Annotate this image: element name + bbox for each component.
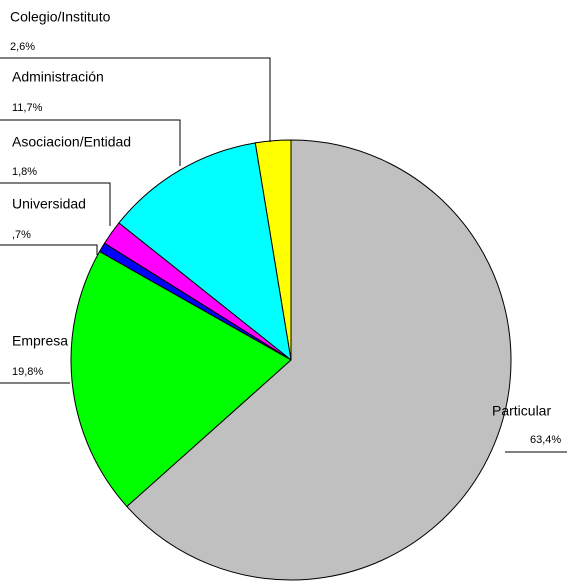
leader-line	[0, 244, 98, 255]
slice-label: Particular	[492, 403, 551, 419]
slice-label: Universidad	[12, 196, 86, 212]
slice-label: Empresa	[12, 333, 68, 349]
slice-label: Colegio/Instituto	[10, 9, 111, 25]
pie-slice	[70, 250, 292, 508]
slice-label: Asociacion/Entidad	[12, 134, 131, 150]
leader-line	[0, 57, 271, 142]
slice-value-label: ,7%	[12, 229, 31, 241]
slice-value-label: 11,7%	[12, 102, 43, 114]
slice-value-label: 1,8%	[12, 166, 37, 178]
pie-slice	[118, 142, 292, 362]
pie-slice	[126, 139, 512, 581]
slice-value-label: 19,8%	[12, 366, 43, 378]
slice-value-label: 63,4%	[530, 434, 561, 446]
leader-line	[0, 182, 111, 226]
slice-value-label: 2,6%	[10, 41, 35, 53]
leader-line	[0, 119, 181, 166]
slice-label: Administración	[12, 69, 104, 85]
